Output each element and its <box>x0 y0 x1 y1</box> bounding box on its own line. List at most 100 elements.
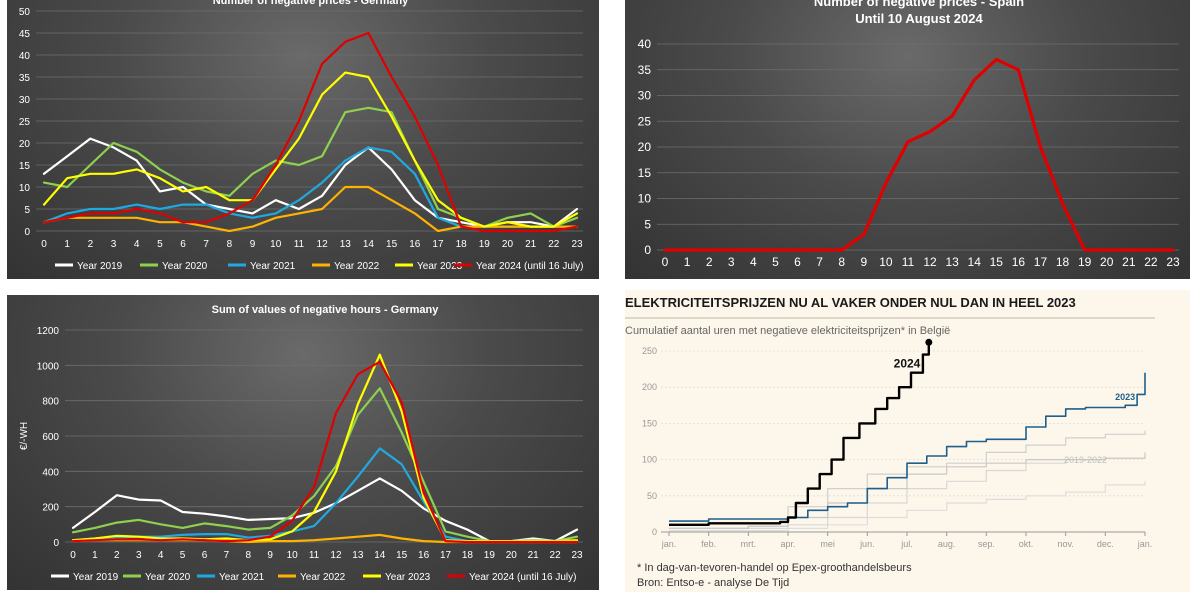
x-tick-label: 21 <box>528 550 540 561</box>
x-tick-label: 9 <box>860 255 867 269</box>
y-tick-label: 800 <box>42 397 59 408</box>
footnote: * In dag-van-tevoren-handel op Epex-groo… <box>637 562 912 574</box>
x-tick-label: 9 <box>267 550 273 561</box>
y-tick-label: 40 <box>638 37 652 51</box>
x-tick-label: 10 <box>270 239 282 250</box>
y-tick-label: 10 <box>19 183 31 194</box>
x-tick-label: 15 <box>396 550 408 561</box>
x-tick-label: 13 <box>352 550 364 561</box>
y-tick-label: 25 <box>19 117 31 128</box>
x-tick-label: 7 <box>203 239 209 250</box>
legend-label: Year 2021 <box>250 261 296 272</box>
chart-title: Sum of values of negative hours - German… <box>212 304 440 316</box>
y-axis-label: €/-WH <box>19 422 30 450</box>
x-tick-label: 15 <box>386 239 398 250</box>
x-tick-label: nov. <box>1057 539 1073 549</box>
x-tick-label: 22 <box>548 239 560 250</box>
series-label-2023: 2023 <box>1115 392 1135 402</box>
legend-label: Year 2021 <box>219 572 265 583</box>
legend-label: Year 2024 (until 16 July) <box>469 572 576 583</box>
y-tick-label: 5 <box>644 217 651 231</box>
x-tick-label: 7 <box>816 255 823 269</box>
x-tick-label: apr. <box>780 539 795 549</box>
x-tick-label: 12 <box>330 550 342 561</box>
x-tick-label: 1 <box>684 255 691 269</box>
x-tick-label: 21 <box>525 239 537 250</box>
x-tick-label: mrt. <box>741 539 757 549</box>
chart-subtitle: Cumulatief aantal uren met negatieve ele… <box>625 325 950 337</box>
x-tick-label: 1 <box>92 550 98 561</box>
y-tick-label: 50 <box>647 491 657 501</box>
y-tick-label: 30 <box>19 95 31 106</box>
x-tick-label: 18 <box>1056 255 1070 269</box>
y-tick-label: 25 <box>638 114 652 128</box>
x-tick-label: 3 <box>728 255 735 269</box>
legend-label: Year 2022 <box>334 261 380 272</box>
x-tick-label: 2 <box>706 255 713 269</box>
x-tick-label: 19 <box>1078 255 1092 269</box>
x-tick-label: 9 <box>250 239 256 250</box>
x-tick-label: 14 <box>363 239 375 250</box>
x-tick-label: 19 <box>479 239 491 250</box>
x-tick-label: 11 <box>294 239 305 250</box>
x-tick-label: 18 <box>462 550 474 561</box>
series-line-5 <box>669 481 1146 532</box>
x-tick-label: 4 <box>158 550 164 561</box>
chart-belgium-cumulative: ELEKTRICITEITSPRIJZEN NU AL VAKER ONDER … <box>625 295 1155 589</box>
series-line-0 <box>663 57 1175 252</box>
series-line-4 <box>42 71 579 228</box>
y-tick-label: 250 <box>642 346 657 356</box>
x-tick-label: jan. <box>661 539 677 549</box>
x-tick-label: 20 <box>502 239 514 250</box>
x-tick-label: 8 <box>838 255 845 269</box>
y-tick-label: 10 <box>638 192 652 206</box>
x-tick-label: feb. <box>701 539 716 549</box>
y-tick-label: 0 <box>652 527 657 537</box>
x-tick-label: 16 <box>1012 255 1026 269</box>
x-tick-label: 14 <box>374 550 386 561</box>
x-tick-label: sep. <box>978 539 995 549</box>
x-tick-label: 7 <box>224 550 230 561</box>
series-label-2019-2022: 2019-2022 <box>1064 455 1107 465</box>
x-tick-label: 12 <box>317 239 329 250</box>
y-tick-label: 30 <box>638 89 652 103</box>
series-line-5 <box>71 360 579 544</box>
y-tick-label: 150 <box>642 418 657 428</box>
legend-label: Year 2023 <box>385 572 431 583</box>
series-line-0 <box>71 477 579 543</box>
series-line-1 <box>669 372 1146 522</box>
y-tick-label: 45 <box>19 29 31 40</box>
x-tick-label: 15 <box>990 255 1004 269</box>
x-tick-label: 16 <box>409 239 421 250</box>
x-tick-label: 1 <box>64 239 70 250</box>
x-tick-label: jun. <box>859 539 875 549</box>
y-tick-label: 1000 <box>37 361 60 372</box>
chart-panel-germany-count: 0 5 10 15 20 25 30 35 40 45 50 0 1 2 3 4 5 6 7 8 9 10 11 12 13 14… <box>7 0 599 279</box>
x-tick-label: dec. <box>1097 539 1114 549</box>
x-tick-label: 17 <box>440 550 452 561</box>
chart-panel-germany-sum: 0 200 400 600 800 1000 1200 0 1 2 3 4 5 6 7 8 9 10 11 12 13 1… <box>7 295 599 590</box>
x-tick-label: 0 <box>70 550 76 561</box>
x-tick-label: 14 <box>968 255 982 269</box>
x-tick-label: 0 <box>41 239 47 250</box>
x-tick-label: 5 <box>772 255 779 269</box>
x-tick-label: 10 <box>879 255 893 269</box>
y-tick-label: 0 <box>644 243 651 257</box>
y-tick-label: 20 <box>19 139 31 150</box>
x-tick-label: 6 <box>794 255 801 269</box>
x-tick-label: 6 <box>202 550 208 561</box>
x-tick-label: jan. <box>1137 539 1153 549</box>
x-tick-label: 3 <box>111 239 117 250</box>
chart-title: ELEKTRICITEITSPRIJZEN NU AL VAKER ONDER … <box>625 295 1076 310</box>
x-tick-label: 18 <box>456 239 468 250</box>
legend-label: Year 2019 <box>77 261 123 272</box>
y-tick-label: 200 <box>642 382 657 392</box>
chart-subtitle: Until 10 August 2024 <box>855 11 983 26</box>
y-tick-label: 40 <box>19 51 31 62</box>
x-tick-label: 10 <box>287 550 299 561</box>
legend-label: Year 2024 (until 16 July) <box>476 261 583 272</box>
series-line-2 <box>71 447 579 543</box>
y-tick-label: 20 <box>638 140 652 154</box>
